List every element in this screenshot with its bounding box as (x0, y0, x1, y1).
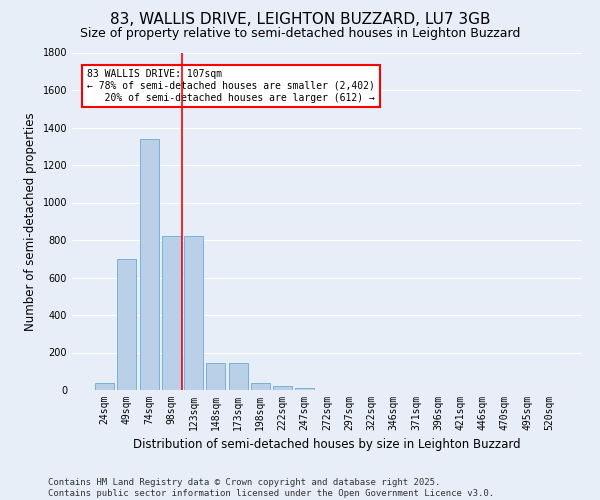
Bar (95, 383, 114, 390)
Bar (273, 386, 292, 390)
Bar (295, 388, 314, 390)
X-axis label: Distribution of semi-detached houses by size in Leighton Buzzard: Distribution of semi-detached houses by … (133, 438, 521, 452)
Text: 83 WALLIS DRIVE: 107sqm
← 78% of semi-detached houses are smaller (2,402)
   20%: 83 WALLIS DRIVE: 107sqm ← 78% of semi-de… (88, 70, 375, 102)
Bar (162, 236, 181, 390)
Bar (251, 383, 270, 390)
Bar (229, 363, 248, 390)
Text: Contains HM Land Registry data © Crown copyright and database right 2025.
Contai: Contains HM Land Registry data © Crown c… (48, 478, 494, 498)
Text: Size of property relative to semi-detached houses in Leighton Buzzard: Size of property relative to semi-detach… (80, 28, 520, 40)
Text: 83, WALLIS DRIVE, LEIGHTON BUZZARD, LU7 3GB: 83, WALLIS DRIVE, LEIGHTON BUZZARD, LU7 … (110, 12, 490, 28)
Bar (140, 138, 158, 390)
Bar (118, 259, 136, 390)
Bar (184, 236, 203, 390)
Bar (206, 363, 225, 390)
Y-axis label: Number of semi-detached properties: Number of semi-detached properties (24, 112, 37, 330)
